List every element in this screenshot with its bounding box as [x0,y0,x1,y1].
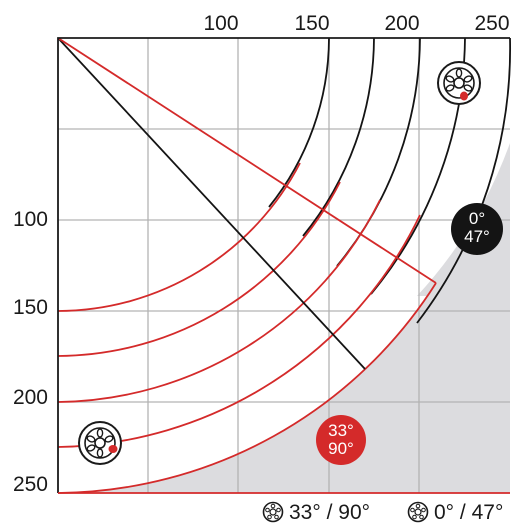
x-tick-label: 100 [203,12,238,35]
badge-black-line2: 47° [464,227,490,246]
badge-red-line1: 33° [328,421,354,440]
y-axis-ticks: 100 150 200 250 [13,208,48,496]
x-tick-label: 200 [384,12,419,35]
legend-item-2: 0° / 47° [434,501,503,524]
shade-red-beam [58,283,510,493]
legend-item-1: 33° / 90° [289,501,370,524]
black-beam-line [57,37,366,370]
legend: 33° / 90° 0° / 47° [262,501,503,524]
frame [57,37,510,493]
lamp-head-icon [262,501,284,523]
badge-red-line2: 90° [328,439,354,458]
y-tick-label: 100 [13,208,48,231]
x-tick-label: 250 [474,12,509,35]
badge-red: 33° 90° [316,415,366,465]
y-tick-label: 150 [13,296,48,319]
lamp-head-icon [437,61,481,105]
badge-black-line1: 0° [469,209,485,228]
grid [58,38,510,493]
lamp-head-icon [78,421,122,465]
lamp-head-icon [407,501,429,523]
y-tick-label: 200 [13,386,48,409]
red-beam-arcs [57,162,437,494]
shade-black-beam [417,143,510,296]
y-tick-label: 250 [13,473,48,496]
badge-black: 0° 47° [451,203,503,255]
x-tick-label: 150 [294,12,329,35]
x-axis-ticks: 100 150 200 250 [203,12,509,35]
red-beam-line [57,37,437,284]
